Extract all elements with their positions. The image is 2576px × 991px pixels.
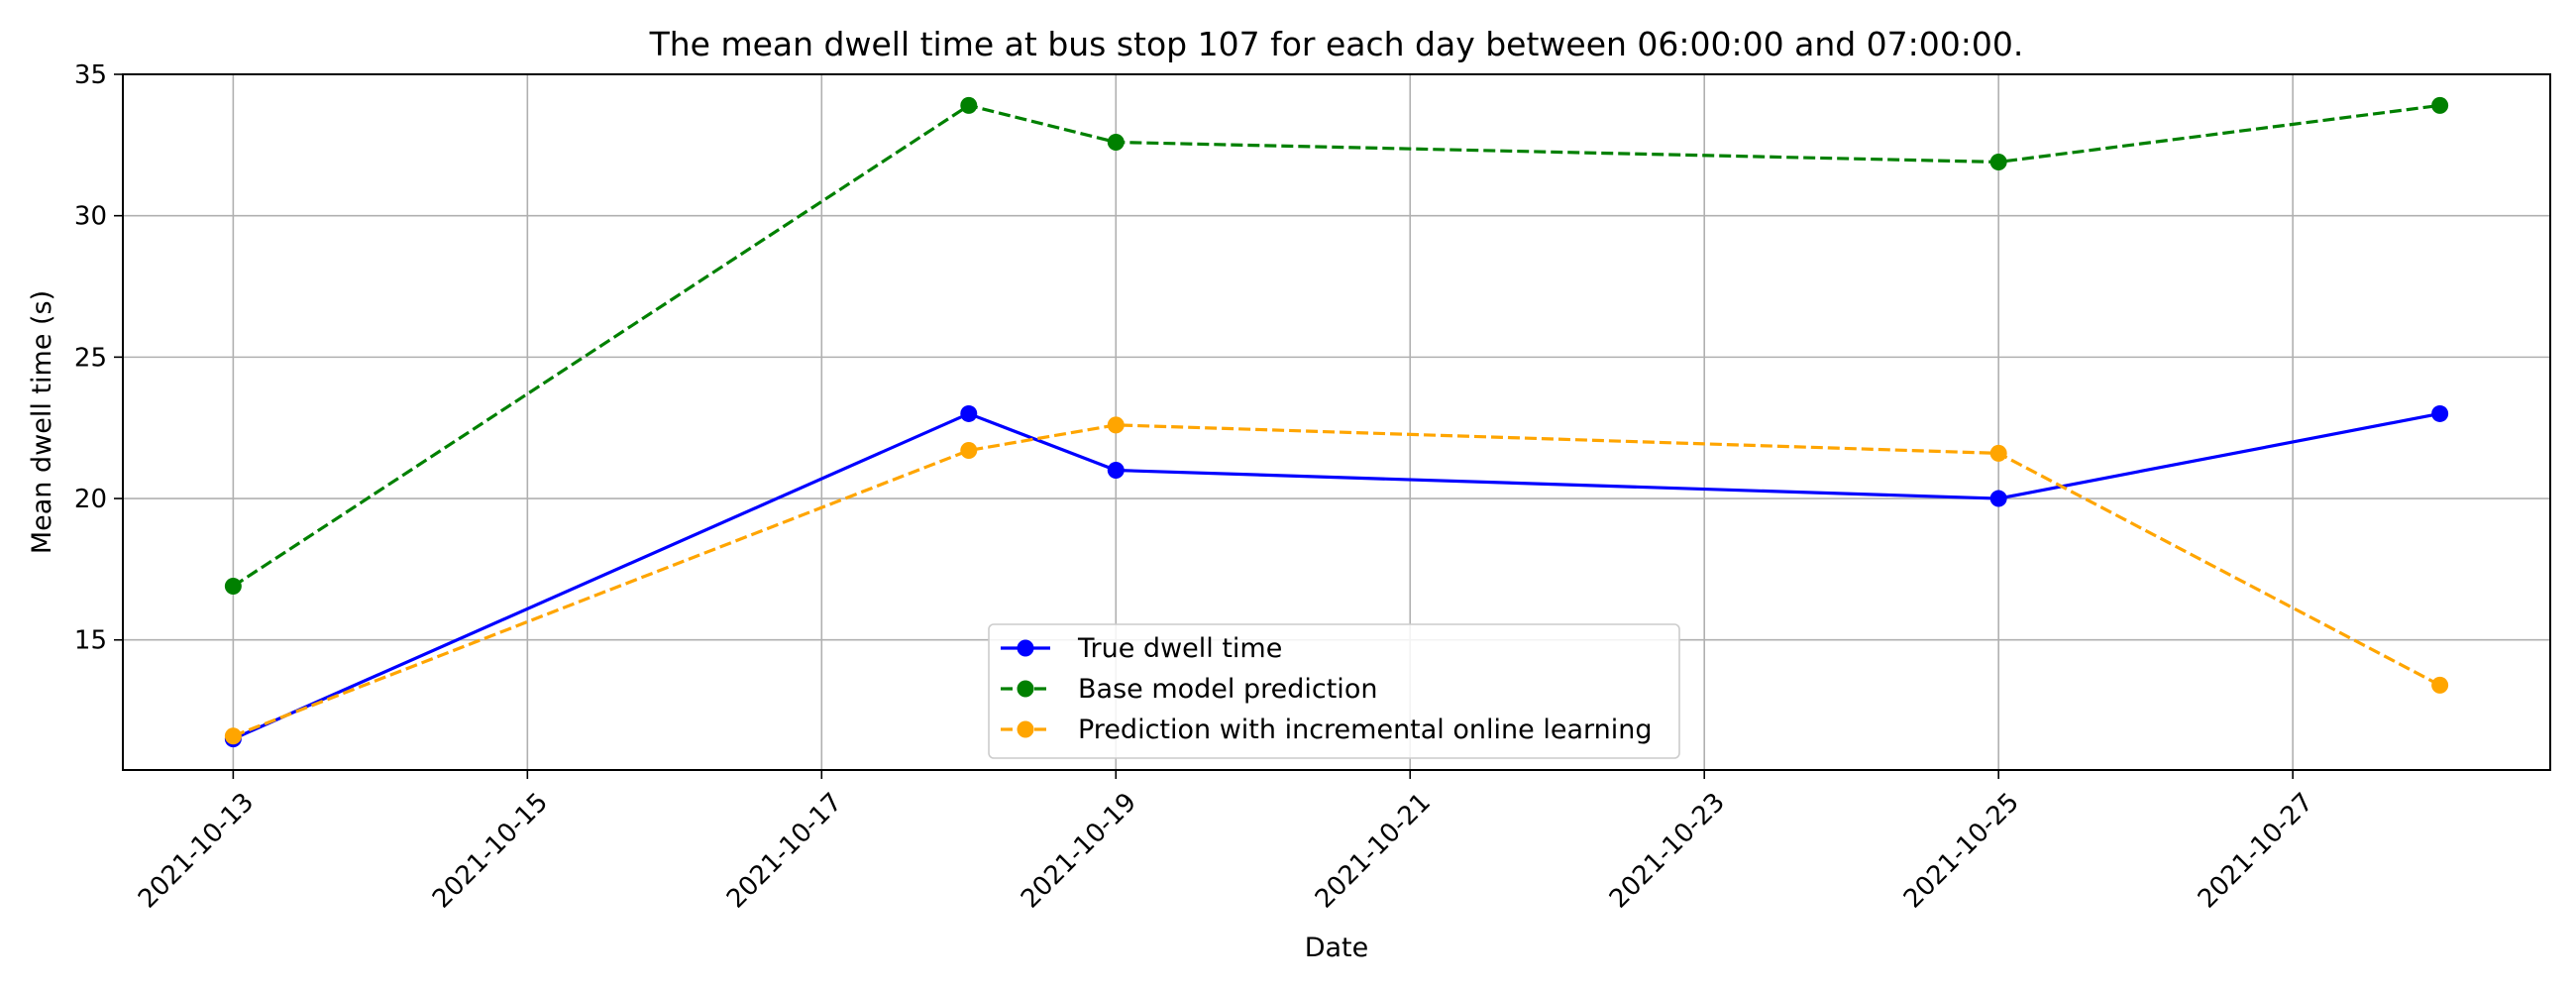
legend: True dwell time Base model prediction Pred…	[988, 623, 1680, 759]
legend-swatch-marker	[1017, 680, 1034, 698]
y-tick-label: 15	[74, 626, 107, 656]
data-point	[1989, 490, 2007, 507]
data-point	[224, 578, 242, 596]
axis-ticks: 2021-10-13 2021-10-15 2021-10-17 2021-10-19…	[74, 60, 2319, 915]
chart-title: The mean dwell time at bus stop 107 for …	[649, 25, 2024, 63]
data-point	[1989, 153, 2007, 170]
y-axis-title: Mean dwell time (s)	[27, 290, 57, 554]
x-tick-label: 2021-10-23	[1604, 788, 1731, 915]
data-point	[224, 727, 242, 745]
series-3	[224, 416, 2449, 745]
data-point	[1107, 462, 1125, 480]
series-1	[224, 404, 2449, 748]
data-point	[960, 404, 978, 422]
series-line	[232, 103, 2440, 588]
data-point	[1989, 444, 2007, 462]
x-axis-title: Date	[1305, 933, 1369, 963]
data-point	[2431, 676, 2449, 694]
data-point	[2431, 404, 2449, 422]
x-tick-label: 2021-10-25	[1898, 788, 2025, 915]
series-2	[224, 96, 2449, 596]
series-line	[232, 423, 2441, 738]
x-tick-label: 2021-10-13	[133, 788, 260, 915]
data-point	[2431, 96, 2449, 114]
data-point	[960, 96, 978, 114]
y-tick-label: 30	[74, 202, 107, 232]
data-point	[960, 442, 978, 460]
x-tick-label: 2021-10-19	[1016, 788, 1142, 915]
y-tick-label: 20	[74, 485, 107, 514]
x-tick-label: 2021-10-17	[721, 788, 848, 915]
legend-label: Prediction with incremental online learn…	[1078, 715, 1653, 745]
plot-frame	[122, 73, 2551, 771]
legend-box	[988, 623, 1680, 759]
x-tick-label: 2021-10-21	[1310, 788, 1437, 915]
data-point	[1107, 416, 1125, 434]
legend-label: Base model prediction	[1078, 674, 1377, 705]
legend-swatch-marker	[1017, 720, 1034, 738]
legend-swatch-marker	[1017, 639, 1034, 657]
legend-label: True dwell time	[1077, 633, 1282, 664]
series-layer	[224, 96, 2449, 748]
y-tick-label: 35	[74, 60, 107, 90]
y-tick-label: 25	[74, 343, 107, 373]
x-tick-label: 2021-10-27	[2193, 788, 2319, 915]
data-point	[1107, 133, 1125, 151]
x-tick-label: 2021-10-15	[427, 788, 554, 915]
